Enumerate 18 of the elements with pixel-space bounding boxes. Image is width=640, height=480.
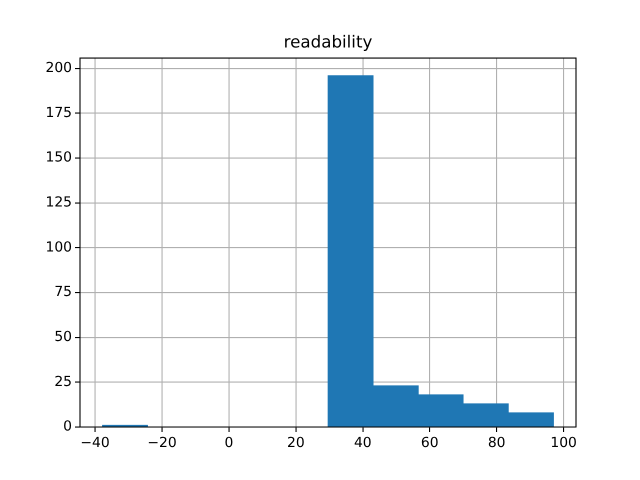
x-tick-label: 40 (354, 434, 372, 451)
y-tick-label: 175 (45, 104, 72, 121)
x-tick-label: 100 (550, 434, 577, 451)
x-tick-label: −40 (80, 434, 110, 451)
chart-title: readability (284, 31, 372, 52)
y-tick-label: 0 (63, 418, 72, 435)
x-tick-label: 20 (287, 434, 305, 451)
x-tick-label: −20 (147, 434, 177, 451)
y-tick-label: 150 (45, 150, 72, 166)
x-tick-label: 0 (224, 434, 234, 451)
y-tick-label: 125 (45, 194, 72, 211)
x-tick-label: 60 (420, 434, 439, 451)
y-tick-label: 200 (45, 60, 72, 76)
x-tick-label: 80 (488, 434, 506, 451)
y-tick-label: 75 (54, 284, 72, 300)
y-tick-label: 100 (45, 239, 72, 256)
y-tick-label: 50 (54, 328, 72, 345)
y-tick-label: 25 (54, 374, 72, 390)
